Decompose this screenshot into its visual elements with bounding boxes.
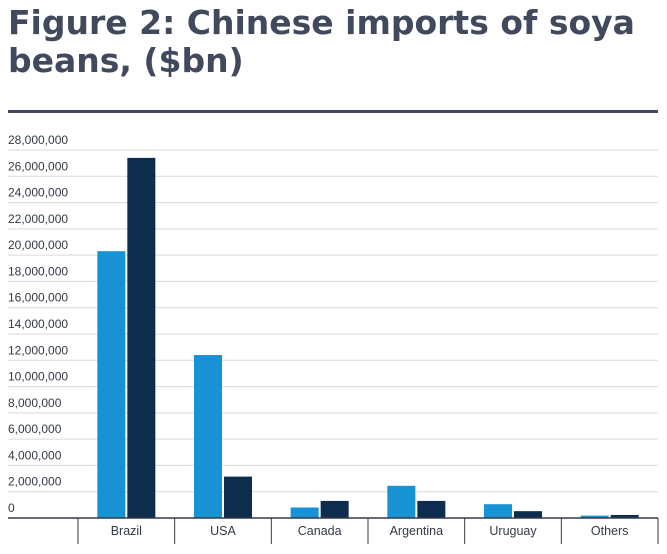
y-tick-label: 14,000,000 bbox=[8, 317, 68, 331]
category-label: USA bbox=[210, 524, 236, 538]
y-tick-label: 6,000,000 bbox=[8, 422, 62, 436]
bar-uruguay-series-2 bbox=[514, 511, 542, 518]
bar-others-series-2 bbox=[610, 514, 639, 518]
bar-others-series-1 bbox=[580, 515, 609, 518]
bar-canada-series-2 bbox=[320, 500, 349, 518]
y-tick-label: 20,000,000 bbox=[8, 238, 68, 252]
title-divider bbox=[8, 110, 658, 113]
bar-canada-series-1 bbox=[290, 507, 319, 518]
category-label: Uruguay bbox=[489, 524, 537, 538]
category-label: Canada bbox=[298, 524, 342, 538]
y-axis-ticks: 0 2,000,000 4,000,000 6,000,000 8,000,000 10,… bbox=[8, 133, 68, 515]
y-tick-label: 18,000,000 bbox=[8, 264, 68, 278]
chart-title: Figure 2: Chinese imports of soya beans,… bbox=[8, 3, 635, 80]
bar-uruguay-series-1 bbox=[484, 504, 512, 518]
bar-usa-series-2 bbox=[224, 476, 252, 518]
y-tick-label: 4,000,000 bbox=[8, 448, 62, 462]
bar-brazil-series-1 bbox=[97, 251, 126, 518]
bar-brazil-series-2 bbox=[127, 157, 156, 518]
x-axis-categories: Brazil USA Canada Argentina Uruguay Others bbox=[111, 524, 629, 538]
y-tick-label: 16,000,000 bbox=[8, 291, 68, 305]
category-label: Others bbox=[591, 524, 629, 538]
y-tick-label: 2,000,000 bbox=[8, 475, 62, 489]
y-tick-label: 22,000,000 bbox=[8, 212, 68, 226]
bar-argentina-series-1 bbox=[387, 485, 416, 518]
bars bbox=[97, 157, 639, 518]
y-tick-label: 24,000,000 bbox=[8, 186, 68, 200]
category-label: Argentina bbox=[390, 524, 444, 538]
y-tick-label: 0 bbox=[8, 501, 15, 515]
y-tick-label: 8,000,000 bbox=[8, 396, 62, 410]
bar-argentina-series-2 bbox=[417, 500, 446, 518]
bar-usa-series-1 bbox=[194, 355, 222, 518]
y-tick-label: 28,000,000 bbox=[8, 133, 68, 147]
y-tick-label: 26,000,000 bbox=[8, 159, 68, 173]
category-label: Brazil bbox=[111, 524, 142, 538]
y-tick-label: 12,000,000 bbox=[8, 343, 68, 357]
y-tick-label: 10,000,000 bbox=[8, 370, 68, 384]
x-axis bbox=[8, 517, 659, 544]
